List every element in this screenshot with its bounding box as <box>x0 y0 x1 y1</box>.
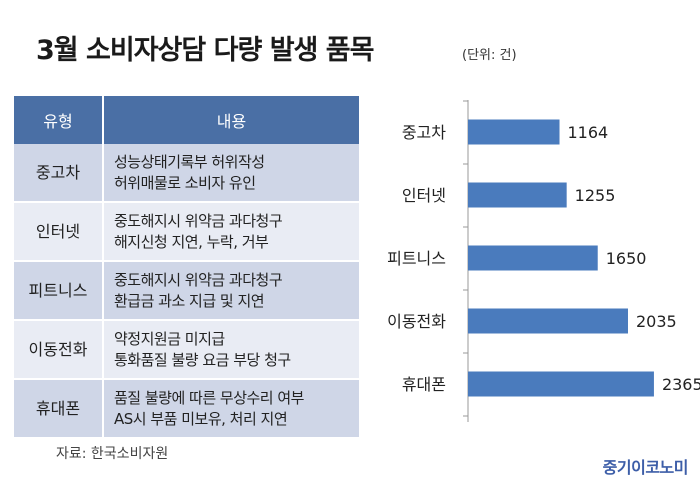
content-line: 중도해지시 위약금 과다청구 <box>114 270 283 289</box>
row-content: 성능상태기록부 허위작성 허위매물로 소비자 유인 <box>103 144 359 203</box>
unit-note: (단위: 건) <box>462 48 517 63</box>
bar <box>468 119 560 145</box>
content-line: 품질 불량에 따른 무상수리 여부 <box>114 388 304 407</box>
content-line: 통화품질 불량 요금 부당 청구 <box>114 350 291 369</box>
category-label: 중고차 <box>402 123 446 142</box>
bar <box>468 308 628 334</box>
row-content: 품질 불량에 따른 무상수리 여부 AS시 부품 미보유, 처리 지연 <box>103 379 359 439</box>
data-label: 1650 <box>606 249 647 268</box>
data-label: 1255 <box>575 186 616 205</box>
source-note: 자료: 한국소비자원 <box>56 446 169 462</box>
category-label: 이동전화 <box>387 312 446 331</box>
table-header-row: 유형 내용 <box>14 96 359 144</box>
row-type: 인터넷 <box>14 202 104 262</box>
category-label: 인터넷 <box>402 186 446 205</box>
content-line: AS시 부품 미보유, 처리 지연 <box>114 409 288 428</box>
row-type: 휴대폰 <box>14 379 104 439</box>
category-label: 피트니스 <box>387 249 446 268</box>
data-label: 2035 <box>636 312 677 331</box>
row-content: 중도해지시 위약금 과다청구 해지신청 지연, 누락, 거부 <box>103 202 359 262</box>
bar <box>468 182 567 208</box>
brand-logo: 중기이코노미 <box>602 458 689 477</box>
row-content: 약정지원금 미지급 통화품질 불량 요금 부당 청구 <box>103 320 359 380</box>
bar <box>468 371 654 397</box>
row-type: 피트니스 <box>14 261 104 321</box>
table-row: 휴대폰 품질 불량에 따른 무상수리 여부 AS시 부품 미보유, 처리 지연 <box>14 379 359 439</box>
table-row: 중고차 성능상태기록부 허위작성 허위매물로 소비자 유인 <box>14 144 359 203</box>
content-line: 해지신청 지연, 누락, 거부 <box>114 232 269 251</box>
page-title: 3월 소비자상담 다량 발생 품목 <box>36 35 374 66</box>
bar <box>468 245 598 271</box>
data-label: 1164 <box>568 123 609 142</box>
content-line: 허위매물로 소비자 유인 <box>114 173 256 192</box>
content-line: 약정지원금 미지급 <box>114 329 225 348</box>
content-line: 환급금 과소 지급 및 지연 <box>114 291 265 310</box>
content-line: 성능상태기록부 허위작성 <box>114 152 265 171</box>
header-content: 내용 <box>103 96 359 144</box>
table-row: 이동전화 약정지원금 미지급 통화품질 불량 요금 부당 청구 <box>14 320 359 380</box>
category-label: 휴대폰 <box>402 375 446 394</box>
header-type: 유형 <box>14 96 104 144</box>
row-type: 이동전화 <box>14 320 104 380</box>
complaint-table: 유형 내용 중고차 성능상태기록부 허위작성 허위매물로 소비자 유인 인터넷 … <box>14 96 359 439</box>
data-label: 2365 <box>662 375 700 394</box>
table-row: 피트니스 중도해지시 위약금 과다청구 환급금 과소 지급 및 지연 <box>14 261 359 321</box>
row-content: 중도해지시 위약금 과다청구 환급금 과소 지급 및 지연 <box>103 261 359 321</box>
row-type: 중고차 <box>14 144 104 203</box>
content-line: 중도해지시 위약금 과다청구 <box>114 211 283 230</box>
table-row: 인터넷 중도해지시 위약금 과다청구 해지신청 지연, 누락, 거부 <box>14 202 359 262</box>
